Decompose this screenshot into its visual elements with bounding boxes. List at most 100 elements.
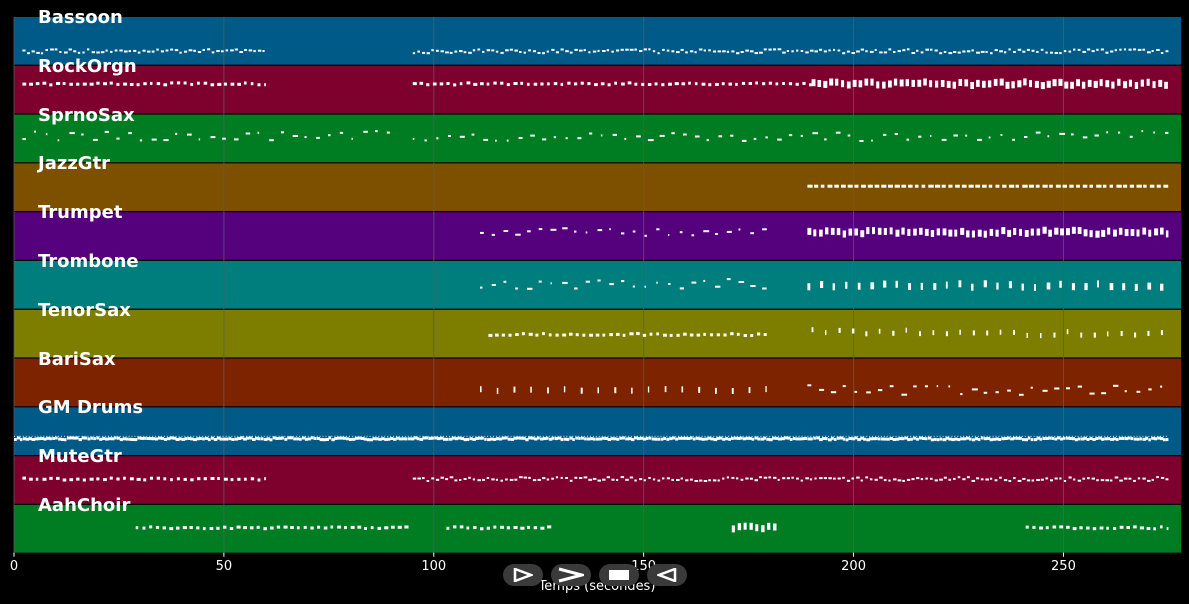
note xyxy=(715,233,718,235)
note xyxy=(699,48,703,51)
note xyxy=(719,435,721,437)
note xyxy=(163,139,169,142)
note xyxy=(668,283,671,285)
note xyxy=(1081,81,1086,89)
note xyxy=(538,228,543,231)
note xyxy=(657,479,661,482)
track-lane xyxy=(14,17,1181,65)
note xyxy=(680,477,683,480)
note xyxy=(170,48,174,51)
note xyxy=(230,82,235,86)
note xyxy=(730,134,734,137)
note xyxy=(1019,436,1022,440)
note xyxy=(424,139,427,142)
note xyxy=(323,526,328,530)
note xyxy=(530,386,532,393)
note xyxy=(1146,78,1150,86)
note xyxy=(197,51,202,53)
note xyxy=(205,436,209,440)
note xyxy=(828,477,832,480)
note xyxy=(634,479,637,482)
note xyxy=(513,435,515,437)
note xyxy=(487,435,489,437)
note xyxy=(851,477,854,480)
note xyxy=(439,82,444,86)
note xyxy=(1111,81,1115,89)
note xyxy=(958,79,963,86)
note xyxy=(1165,435,1167,437)
note xyxy=(609,228,611,231)
note xyxy=(995,391,999,394)
note xyxy=(731,436,734,440)
note xyxy=(960,393,963,396)
note xyxy=(945,331,948,337)
note xyxy=(851,435,853,437)
note xyxy=(222,437,227,441)
note xyxy=(1007,436,1010,440)
note xyxy=(948,229,953,237)
note xyxy=(936,438,940,442)
note xyxy=(625,478,629,481)
note xyxy=(1165,50,1169,53)
note xyxy=(550,282,552,285)
note xyxy=(1080,437,1085,441)
note xyxy=(1013,436,1016,440)
note xyxy=(1130,229,1135,236)
note xyxy=(1048,436,1052,440)
note xyxy=(147,50,151,53)
note xyxy=(872,437,876,441)
note xyxy=(684,435,685,437)
note xyxy=(506,83,510,87)
note xyxy=(604,437,609,440)
note xyxy=(707,435,709,437)
note xyxy=(754,435,756,437)
note xyxy=(426,83,430,87)
note xyxy=(1045,435,1047,437)
note xyxy=(1099,526,1104,530)
note xyxy=(735,82,738,86)
note xyxy=(1102,184,1107,188)
note xyxy=(45,133,48,136)
note xyxy=(331,435,333,437)
note xyxy=(726,230,732,233)
note xyxy=(531,436,535,440)
stop-button[interactable] xyxy=(599,564,639,586)
note xyxy=(688,81,691,85)
forward-button[interactable] xyxy=(551,564,591,586)
note xyxy=(801,437,805,441)
back-button[interactable] xyxy=(647,564,687,586)
play-button[interactable] xyxy=(503,564,543,586)
note xyxy=(284,435,286,437)
note xyxy=(1160,283,1164,291)
note xyxy=(656,281,658,284)
note xyxy=(96,435,98,437)
note xyxy=(172,435,174,437)
note xyxy=(786,50,789,52)
note xyxy=(661,83,665,87)
note xyxy=(377,526,382,530)
note xyxy=(82,51,85,54)
note xyxy=(293,435,295,437)
note xyxy=(657,437,661,441)
note xyxy=(694,82,698,86)
note xyxy=(689,333,694,337)
note xyxy=(791,476,794,479)
note xyxy=(878,328,881,334)
note xyxy=(480,82,484,86)
note xyxy=(569,436,573,440)
note xyxy=(951,438,955,442)
note xyxy=(730,332,734,336)
note xyxy=(629,476,634,479)
tick-label: 250 xyxy=(1051,559,1076,574)
note xyxy=(922,435,923,437)
note xyxy=(1030,435,1032,437)
note xyxy=(647,139,654,142)
note xyxy=(632,230,636,233)
note xyxy=(839,436,844,440)
note xyxy=(1133,437,1137,441)
note xyxy=(1107,331,1109,337)
note xyxy=(407,437,411,441)
note xyxy=(412,52,416,55)
note xyxy=(1105,479,1110,482)
note xyxy=(360,437,365,440)
